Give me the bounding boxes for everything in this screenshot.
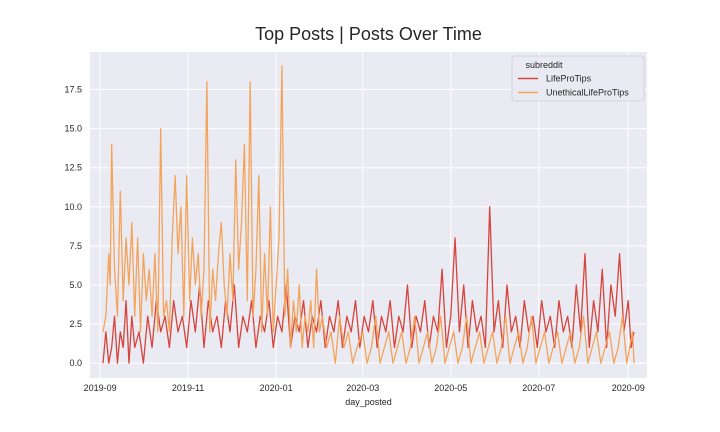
legend-title: subreddit bbox=[525, 60, 563, 70]
series-line-unethicallifeprotips bbox=[102, 65, 635, 364]
legend: subreddit LifeProTips UnethicalLifeProTi… bbox=[511, 55, 645, 102]
x-axis-label: day_posted bbox=[345, 397, 392, 407]
legend-frame bbox=[511, 55, 645, 102]
y-tick-label: 0.0 bbox=[69, 358, 82, 368]
series-line-lifeprotips bbox=[102, 206, 635, 364]
y-axis: 0.0 2.5 5.0 7.5 10.0 12.5 15.0 17.5 bbox=[64, 85, 82, 369]
x-tick-label: 2020-07 bbox=[522, 383, 555, 393]
series-layer bbox=[102, 65, 635, 364]
x-tick-label: 2020-09 bbox=[612, 383, 645, 393]
x-tick-label: 2020-01 bbox=[260, 383, 293, 393]
x-axis: 2019-09 2019-11 2020-01 2020-03 2020-05 2020-… bbox=[84, 383, 645, 393]
x-tick-label: 2019-09 bbox=[84, 383, 117, 393]
y-tick-label: 12.5 bbox=[64, 163, 82, 173]
legend-label-unethicallifeprotips: UnethicalLifeProTips bbox=[546, 88, 629, 98]
x-tick-label: 2020-03 bbox=[346, 383, 379, 393]
x-tick-label: 2019-11 bbox=[172, 383, 204, 393]
grid-lines bbox=[90, 52, 647, 378]
y-tick-label: 7.5 bbox=[69, 241, 82, 251]
y-tick-label: 5.0 bbox=[69, 280, 82, 290]
y-tick-label: 15.0 bbox=[64, 124, 82, 134]
x-tick-label: 2020-05 bbox=[434, 383, 467, 393]
chart-title: Top Posts | Posts Over Time bbox=[255, 24, 482, 44]
y-tick-label: 17.5 bbox=[64, 85, 82, 95]
legend-label-lifeprotips: LifeProTips bbox=[546, 74, 592, 84]
y-tick-label: 10.0 bbox=[64, 202, 82, 212]
y-tick-label: 2.5 bbox=[69, 319, 82, 329]
